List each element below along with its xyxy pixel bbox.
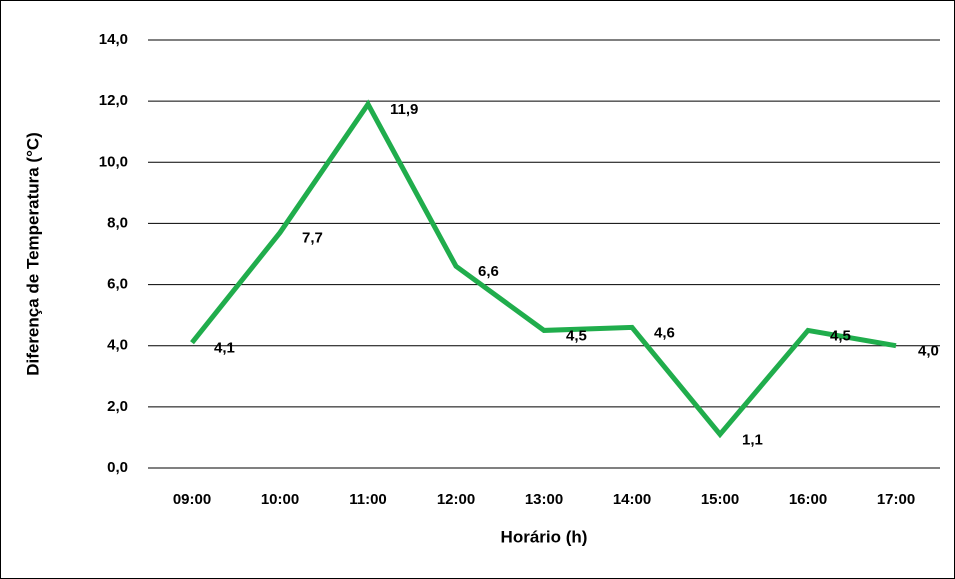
x-tick-label: 09:00 [173, 491, 211, 508]
x-tick-label: 13:00 [525, 491, 563, 508]
data-label: 4,1 [214, 340, 235, 357]
y-axis-label: Diferença de Temperatura (°C) [23, 132, 42, 376]
y-tick-label: 6,0 [107, 276, 128, 293]
y-tick-label: 14,0 [99, 31, 128, 48]
x-tick-label: 11:00 [349, 491, 387, 508]
data-label: 4,5 [830, 327, 851, 344]
data-label: 1,1 [742, 431, 763, 448]
y-tick-label: 8,0 [107, 214, 128, 231]
x-tick-label: 15:00 [701, 491, 739, 508]
y-tick-label: 2,0 [107, 398, 128, 415]
x-tick-label: 17:00 [877, 491, 915, 508]
x-tick-label: 16:00 [789, 491, 827, 508]
y-tick-label: 10,0 [99, 153, 128, 170]
x-tick-label: 14:00 [613, 491, 651, 508]
x-tick-label: 12:00 [437, 491, 475, 508]
data-label: 4,5 [566, 327, 587, 344]
y-tick-label: 0,0 [107, 459, 128, 476]
data-label: 4,6 [654, 324, 675, 341]
y-tick-label: 4,0 [107, 337, 128, 354]
data-line [190, 99, 897, 439]
data-label: 11,9 [390, 101, 418, 118]
x-tick-label: 10:00 [261, 491, 299, 508]
data-label: 7,7 [302, 230, 323, 247]
x-axis-label: Horário (h) [501, 527, 588, 546]
data-label: 4,0 [918, 343, 939, 360]
data-label: 6,6 [478, 263, 499, 280]
y-tick-label: 12,0 [99, 92, 128, 109]
